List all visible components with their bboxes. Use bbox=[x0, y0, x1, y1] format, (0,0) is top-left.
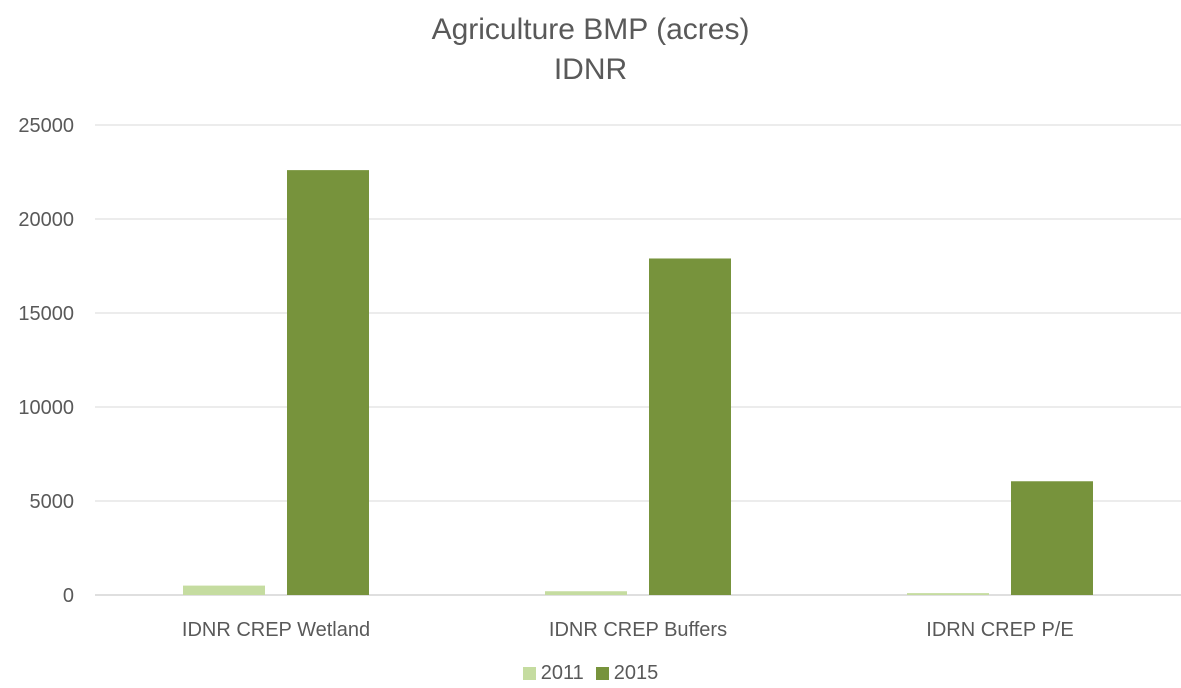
legend-swatch-2011 bbox=[522, 667, 536, 680]
x-tick-label: IDRN CREP P/E bbox=[926, 619, 1073, 641]
bar-2015-1 bbox=[287, 170, 369, 595]
x-tick-label: IDNR CREP Buffers bbox=[549, 619, 727, 641]
bar-2011-3 bbox=[907, 593, 989, 595]
chart-subtitle: IDNR bbox=[553, 53, 628, 86]
legend-item-2011: 2011 bbox=[522, 662, 584, 685]
bar-2011-1 bbox=[183, 585, 265, 595]
bar-chart: 0 5000 10000 15000 20000 25000 IDNR CREP Wetla… bbox=[18, 115, 1181, 641]
legend-swatch-2015 bbox=[595, 667, 609, 680]
legend-label-2015: 2015 bbox=[613, 662, 659, 684]
y-tick-label: 25000 bbox=[18, 115, 74, 137]
y-tick-label: 20000 bbox=[18, 209, 74, 231]
y-tick-label: 15000 bbox=[18, 303, 74, 325]
legend-item-2015: 2015 bbox=[595, 662, 659, 685]
bar-2015-3 bbox=[1011, 481, 1093, 595]
x-tick-label: IDNR CREP Wetland bbox=[182, 619, 370, 641]
legend-label-2011: 2011 bbox=[540, 662, 584, 684]
bar-2011-2 bbox=[545, 591, 627, 595]
bar-2015-2 bbox=[649, 258, 731, 595]
legend: 2011 2015 bbox=[0, 662, 1181, 685]
y-tick-label: 5000 bbox=[30, 491, 75, 513]
y-tick-label: 10000 bbox=[18, 397, 74, 419]
chart-title: Agriculture BMP (acres) bbox=[431, 13, 750, 46]
y-tick-label: 0 bbox=[63, 585, 74, 607]
